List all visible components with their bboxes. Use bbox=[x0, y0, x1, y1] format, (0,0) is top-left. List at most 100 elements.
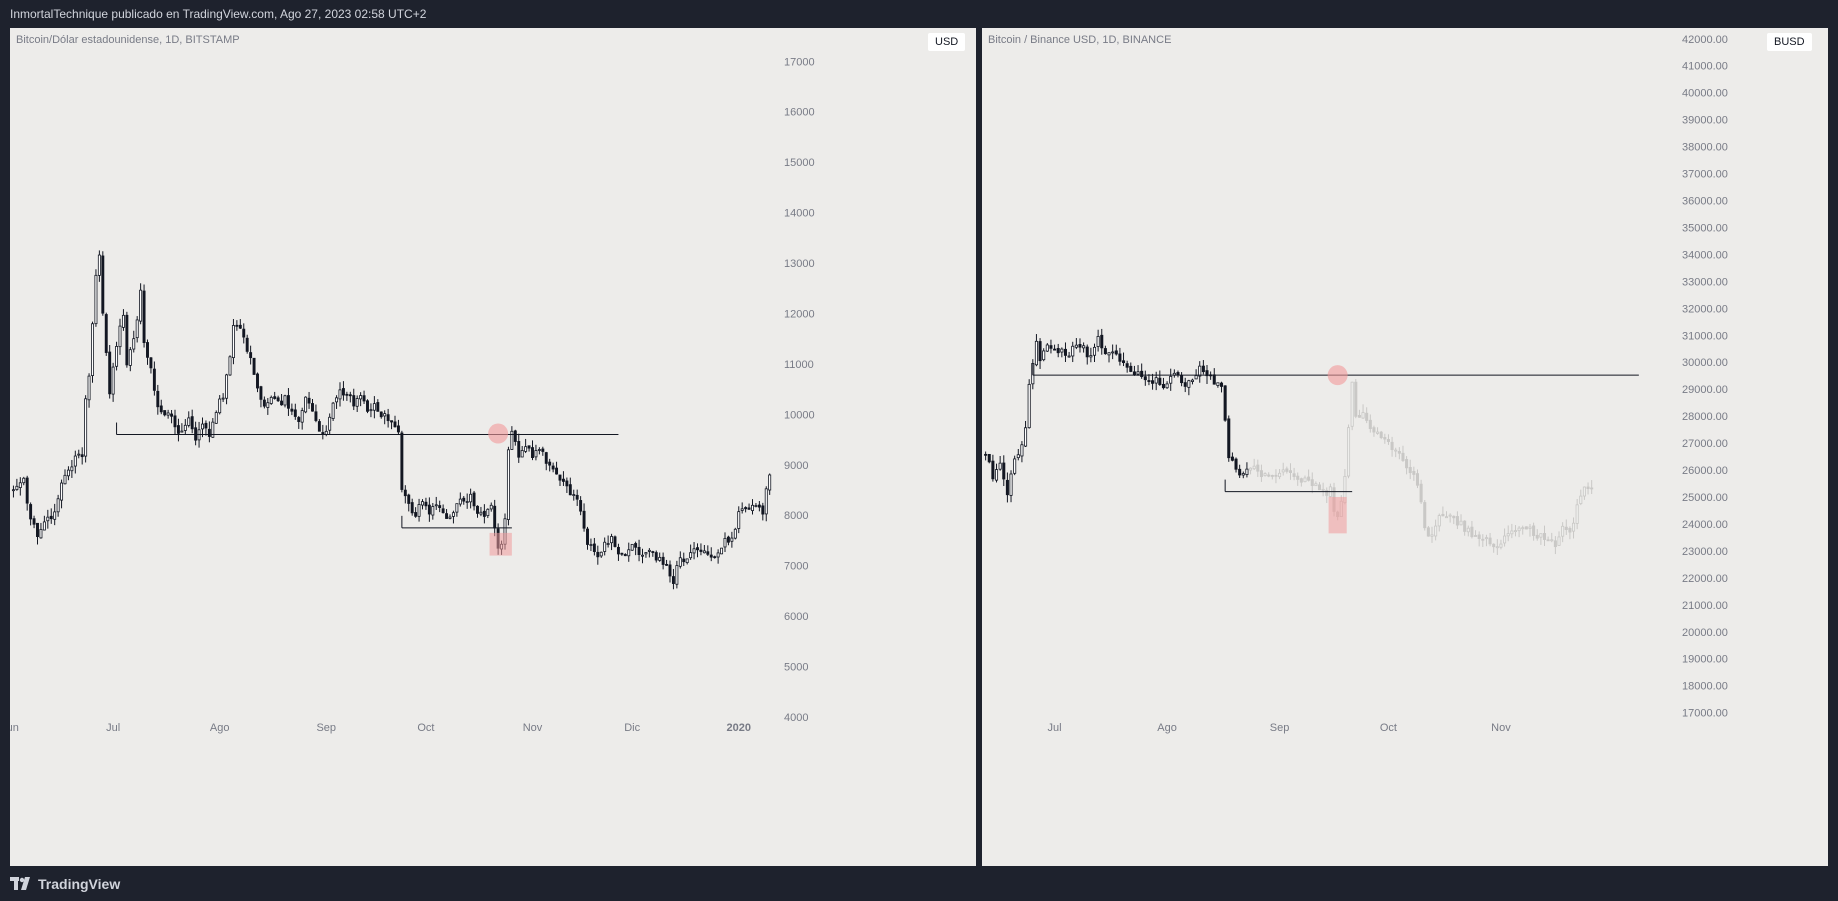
candle bbox=[682, 552, 686, 567]
candle bbox=[1524, 526, 1528, 530]
candle bbox=[1125, 360, 1129, 373]
candle bbox=[455, 503, 459, 517]
candle bbox=[513, 429, 517, 446]
candle bbox=[91, 321, 94, 383]
candle bbox=[1397, 447, 1401, 460]
candle bbox=[441, 504, 445, 514]
candle bbox=[1169, 368, 1173, 391]
candle bbox=[1256, 459, 1260, 477]
candle bbox=[341, 381, 345, 401]
candle bbox=[1394, 447, 1398, 458]
candle-body bbox=[1147, 380, 1151, 382]
candle bbox=[517, 433, 521, 463]
candle bbox=[1267, 472, 1271, 478]
candle bbox=[1263, 472, 1267, 477]
candle bbox=[297, 415, 301, 429]
highlight-box bbox=[489, 532, 512, 556]
candle-body bbox=[520, 450, 524, 458]
candle-body bbox=[1477, 534, 1481, 540]
candle-body bbox=[1234, 458, 1238, 470]
candle-body bbox=[579, 500, 583, 512]
candle-body bbox=[18, 482, 22, 488]
candle-body bbox=[994, 469, 999, 481]
chart-right-svg[interactable]: 17000.00 18000.00 19000.00 20000.00 21000.00… bbox=[982, 28, 1828, 866]
candle-body bbox=[63, 474, 67, 485]
candle-body bbox=[685, 558, 689, 564]
candle-body bbox=[91, 323, 94, 376]
candle-body bbox=[1390, 441, 1394, 450]
candle-body bbox=[348, 394, 352, 397]
candle-body bbox=[366, 400, 369, 412]
candle-body bbox=[1078, 344, 1082, 348]
candle-body bbox=[214, 412, 218, 424]
candle-body bbox=[362, 395, 366, 402]
candle-body bbox=[1405, 459, 1409, 469]
candle-body bbox=[1532, 525, 1536, 536]
candle bbox=[331, 401, 335, 422]
candle bbox=[218, 395, 222, 415]
currency-badge-left[interactable]: USD bbox=[928, 33, 966, 51]
candle bbox=[1448, 513, 1452, 523]
candle-body bbox=[1314, 483, 1318, 487]
candle bbox=[204, 420, 208, 436]
candle-body bbox=[307, 397, 311, 404]
candle-body bbox=[328, 416, 332, 431]
candle-body bbox=[606, 543, 610, 545]
candle bbox=[115, 341, 119, 371]
candle bbox=[194, 421, 198, 446]
candle-body bbox=[355, 398, 359, 407]
candle bbox=[1172, 369, 1176, 378]
candle-body bbox=[1249, 467, 1253, 471]
candle-body bbox=[32, 518, 36, 525]
candle-body bbox=[1383, 437, 1387, 440]
candle bbox=[1415, 469, 1420, 489]
candle bbox=[1499, 539, 1503, 550]
candle bbox=[276, 395, 280, 403]
candle-body bbox=[510, 430, 514, 450]
chart-left-svg[interactable]: 4000 5000 6000 7000 8000 9000 10000 11000 12000 1… bbox=[10, 28, 976, 866]
candle-body bbox=[66, 469, 70, 477]
y-tick-label: 8000 bbox=[784, 510, 808, 522]
candle bbox=[1350, 381, 1354, 431]
chart-panel-right[interactable]: 17000.00 18000.00 19000.00 20000.00 21000.00… bbox=[982, 28, 1828, 866]
candle bbox=[221, 393, 225, 402]
candle-body bbox=[1513, 530, 1517, 533]
candle bbox=[1426, 525, 1430, 537]
candle bbox=[36, 522, 39, 545]
candle bbox=[733, 527, 737, 540]
candle bbox=[1423, 499, 1427, 531]
candle bbox=[740, 502, 744, 514]
candle bbox=[280, 394, 284, 406]
candle-body bbox=[115, 346, 119, 367]
candle bbox=[359, 392, 363, 407]
candle bbox=[1444, 511, 1449, 519]
candle-body bbox=[1307, 476, 1311, 481]
candle-body bbox=[1002, 462, 1006, 480]
chart-panel-left[interactable]: 4000 5000 6000 7000 8000 9000 10000 11000 12000 1… bbox=[10, 28, 976, 866]
candle-body bbox=[689, 552, 693, 559]
candle bbox=[314, 404, 318, 423]
candle-body bbox=[1292, 473, 1296, 477]
y-tick-label: 23000.00 bbox=[1682, 546, 1728, 558]
candle bbox=[286, 388, 290, 416]
candle bbox=[1365, 407, 1369, 424]
candle bbox=[1027, 379, 1031, 429]
candle bbox=[328, 413, 332, 435]
candle-body bbox=[555, 467, 559, 475]
currency-badge-right[interactable]: BUSD bbox=[1767, 33, 1812, 51]
candle bbox=[190, 409, 194, 434]
candle bbox=[414, 507, 418, 518]
candle-body bbox=[517, 440, 521, 458]
candle bbox=[448, 514, 452, 520]
candle-body bbox=[998, 462, 1002, 470]
candle-body bbox=[1484, 537, 1488, 540]
candle-body bbox=[111, 366, 115, 395]
candle-body bbox=[634, 543, 638, 548]
candle-body bbox=[101, 255, 105, 314]
candle-body bbox=[80, 454, 84, 458]
candle-body bbox=[1550, 539, 1554, 542]
candle bbox=[146, 339, 149, 365]
candle bbox=[1252, 458, 1256, 471]
x-tick-label: Sep bbox=[316, 722, 336, 734]
candle-body bbox=[1154, 377, 1158, 384]
